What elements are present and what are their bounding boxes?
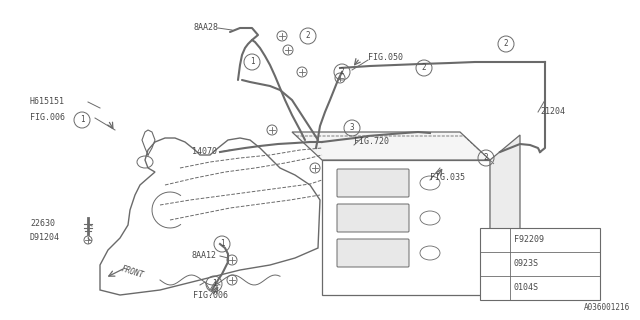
Text: 2: 2: [493, 260, 497, 268]
Polygon shape: [292, 132, 490, 160]
Text: 2: 2: [340, 68, 344, 76]
Text: 1: 1: [493, 236, 497, 244]
Polygon shape: [490, 135, 520, 295]
Text: 8AA28: 8AA28: [193, 23, 218, 33]
Text: FIG.050: FIG.050: [368, 53, 403, 62]
Text: 1: 1: [250, 58, 254, 67]
Text: 2: 2: [484, 154, 488, 163]
Text: H615151: H615151: [30, 98, 65, 107]
Text: 2: 2: [422, 63, 426, 73]
Text: FIG.720: FIG.720: [354, 138, 389, 147]
Text: 1: 1: [220, 239, 224, 249]
Text: FRONT: FRONT: [120, 264, 145, 280]
Text: 3: 3: [349, 124, 355, 132]
Text: 2: 2: [504, 39, 508, 49]
Text: 3: 3: [493, 284, 497, 292]
Text: 0923S: 0923S: [514, 260, 539, 268]
Text: FIG.035: FIG.035: [430, 173, 465, 182]
Text: 1: 1: [80, 116, 84, 124]
FancyBboxPatch shape: [480, 228, 600, 300]
Text: 8AA12: 8AA12: [192, 252, 217, 260]
Text: 1: 1: [212, 279, 216, 289]
Text: A036001216: A036001216: [584, 303, 630, 312]
Polygon shape: [322, 160, 490, 295]
Text: D91204: D91204: [30, 234, 60, 243]
Text: 21204: 21204: [540, 108, 565, 116]
Text: 22630: 22630: [30, 220, 55, 228]
FancyBboxPatch shape: [337, 204, 409, 232]
Text: FIG.006: FIG.006: [193, 292, 227, 300]
Text: 0104S: 0104S: [514, 284, 539, 292]
Text: FIG.006: FIG.006: [30, 114, 65, 123]
FancyBboxPatch shape: [337, 169, 409, 197]
Text: F92209: F92209: [514, 236, 544, 244]
Text: 14070: 14070: [192, 148, 217, 156]
Polygon shape: [100, 138, 320, 295]
FancyBboxPatch shape: [337, 239, 409, 267]
Text: 2: 2: [306, 31, 310, 41]
